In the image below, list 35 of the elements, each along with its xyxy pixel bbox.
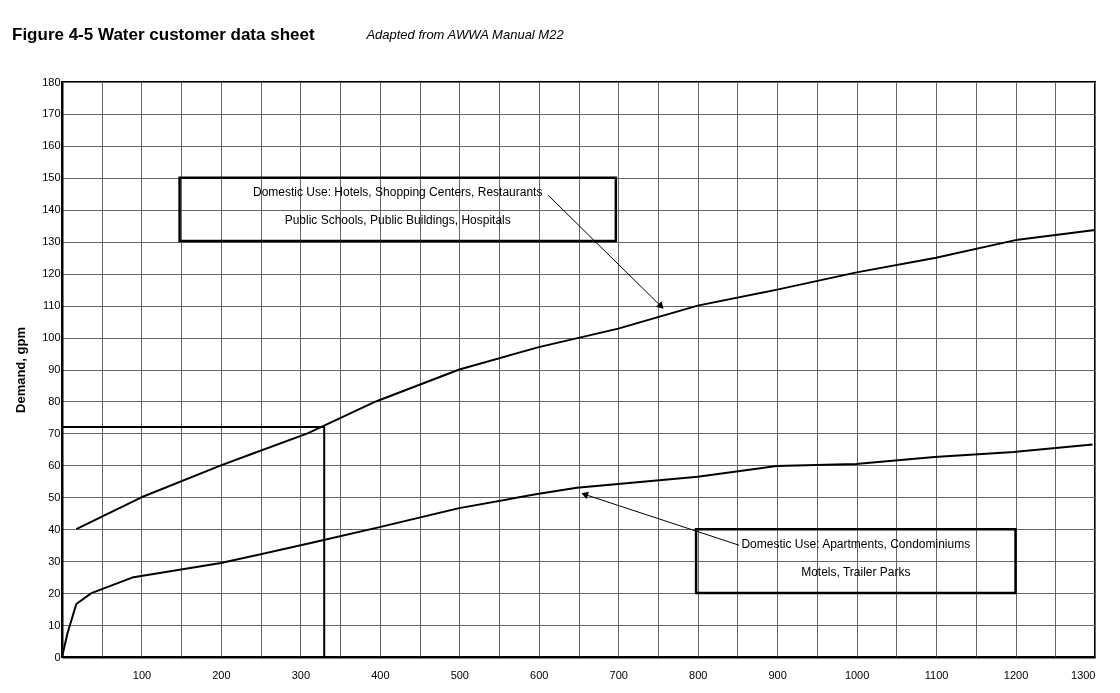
y-tick-label: 40 (48, 522, 61, 535)
chart-subtitle: Adapted from AWWA Manual M22 (365, 27, 565, 42)
x-tick-label: 1100 (924, 668, 949, 681)
y-tick-label: 120 (42, 267, 61, 280)
y-tick-label: 140 (42, 203, 61, 216)
y-tick-label: 150 (42, 171, 61, 184)
x-tick-label: 600 (530, 668, 549, 681)
x-tick-label: 800 (689, 668, 708, 681)
y-tick-label: 160 (42, 139, 61, 152)
y-tick-label: 90 (48, 363, 61, 375)
x-tick-label: 100 (132, 668, 152, 681)
y-tick-label: 20 (48, 586, 61, 599)
y-tick-label: 70 (48, 426, 61, 439)
y-tick-label: 0 (54, 650, 61, 663)
y-tick-label: 30 (48, 554, 61, 567)
y-tick-label: 80 (48, 394, 61, 407)
y-axis-title: Demand, gpm (13, 327, 29, 413)
x-tick-label: 900 (768, 668, 787, 681)
y-tick-label: 10 (48, 618, 61, 631)
x-tick-label: 400 (371, 668, 390, 681)
y-tick-label: 180 (42, 75, 61, 88)
x-tick-label: 500 (450, 668, 469, 681)
y-tick-label: 100 (42, 331, 61, 344)
x-tick-label: 1300 (1071, 668, 1096, 681)
y-tick-label: 170 (42, 107, 61, 120)
y-tick-label: 130 (42, 235, 61, 248)
y-tick-label: 60 (48, 458, 61, 471)
y-tick-label: 110 (42, 299, 61, 312)
chart-title: Figure 4-5 Water customer data sheet (12, 25, 315, 44)
x-tick-label: 1000 (844, 668, 870, 681)
x-tick-label: 1200 (1003, 668, 1029, 681)
x-tick-label: 300 (291, 668, 311, 681)
x-tick-label: 700 (609, 668, 628, 681)
y-tick-label: 50 (48, 490, 61, 503)
x-tick-label: 200 (212, 668, 231, 681)
